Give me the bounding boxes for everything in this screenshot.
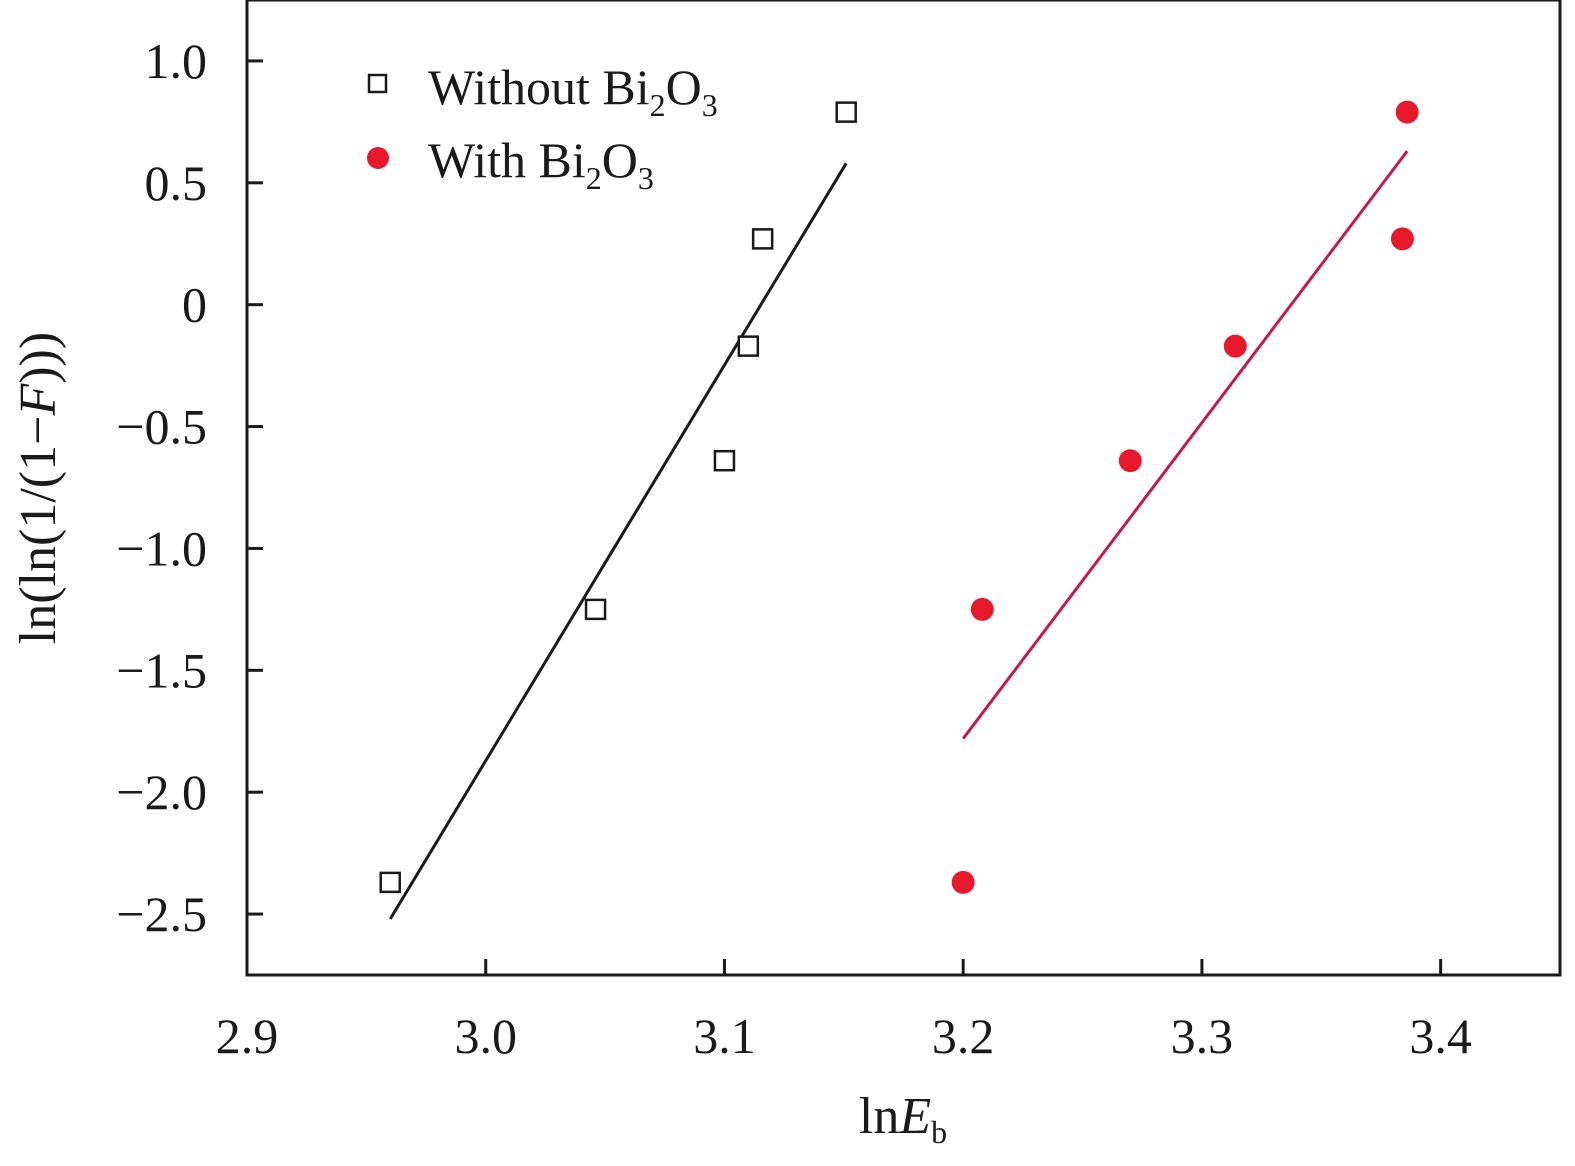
point-with-bi2o3 (1395, 100, 1419, 124)
y-tick-label: −2.0 (116, 764, 207, 820)
legend: Without Bi2O3 With Bi2O3 (367, 59, 718, 196)
y-tick-label: 0 (182, 277, 207, 333)
x-tick-label: 2.9 (216, 1008, 279, 1064)
point-with-bi2o3 (970, 597, 994, 621)
x-tick-label: 3.4 (1409, 1008, 1472, 1064)
y-tick-label: 0.5 (145, 155, 208, 211)
point-without-bi2o3 (713, 449, 736, 472)
fit-lines-layer (388, 150, 1409, 920)
y-tick-label: −2.5 (116, 886, 207, 942)
point-with-bi2o3 (1118, 449, 1142, 473)
point-with-bi2o3 (951, 870, 975, 894)
legend-marker-without (367, 73, 388, 94)
point-without-bi2o3 (584, 598, 607, 621)
x-tick-label: 3.2 (932, 1008, 995, 1064)
x-tick-label: 3.1 (693, 1008, 756, 1064)
y-axis-title: ln(ln(1/(1−F))) (10, 332, 67, 644)
point-without-bi2o3 (379, 871, 401, 894)
x-axis-title: lnEb (859, 1088, 947, 1150)
data-points-layer (379, 100, 1419, 894)
x-tick-label: 3.0 (454, 1008, 517, 1064)
legend-label-without: Without Bi2O3 (428, 59, 718, 123)
legend-label-with: With Bi2O3 (428, 132, 654, 196)
y-tick-label: −1.5 (116, 642, 207, 698)
y-tick-label: −0.5 (116, 399, 207, 455)
plot-frame (245, 0, 1562, 977)
point-without-bi2o3 (737, 335, 760, 357)
fit-line-series-1 (961, 150, 1409, 740)
point-without-bi2o3 (835, 101, 857, 123)
x-tick-label: 3.3 (1171, 1008, 1234, 1064)
fit-line-series-0 (388, 162, 848, 920)
point-with-bi2o3 (1223, 334, 1247, 358)
legend-marker-with (367, 147, 389, 169)
point-without-bi2o3 (751, 228, 774, 250)
y-tick-label: −1.0 (116, 520, 207, 576)
point-with-bi2o3 (1390, 227, 1414, 251)
ticks-layer: 2.9 3.0 3.1 3.2 3.3 3.4 1.0 0.5 0 −0.5 −1.0 −1.5 −2.… (116, 33, 1472, 1064)
y-tick-label: 1.0 (145, 33, 208, 89)
